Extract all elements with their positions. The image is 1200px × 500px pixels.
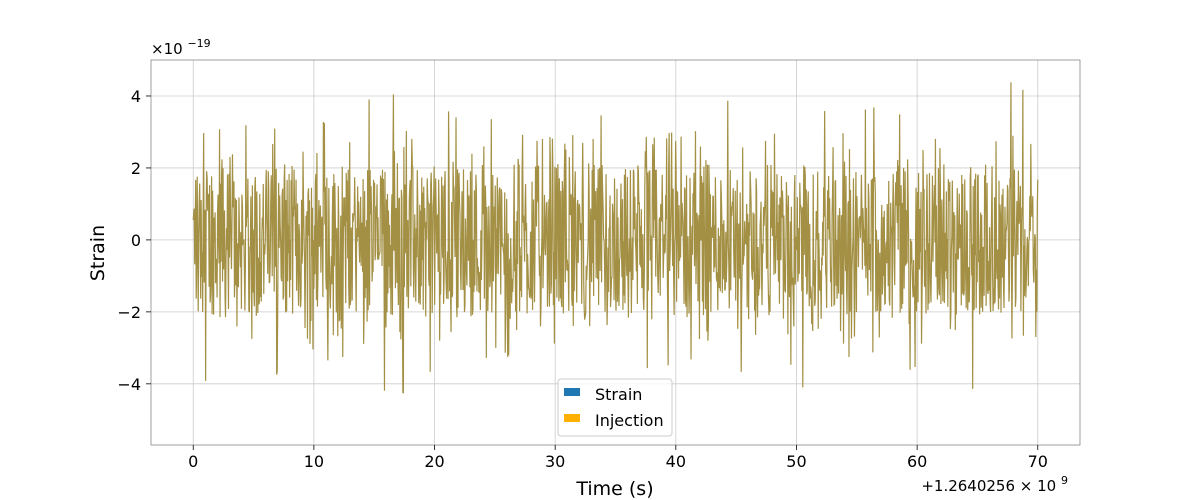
- x-tick-label: 50: [786, 452, 806, 471]
- x-tick-label: 30: [545, 452, 565, 471]
- x-tick-label: 0: [188, 452, 198, 471]
- strain-series-line: [192, 82, 1039, 394]
- x-tick-label: 10: [304, 452, 324, 471]
- y-tick-label: 4: [131, 87, 141, 106]
- y-axis-label: Strain: [87, 225, 109, 281]
- y-multiplier: ×10 −19: [151, 37, 211, 58]
- legend-swatch-injection: [564, 414, 580, 422]
- y-tick-label: 2: [131, 159, 141, 178]
- legend-label-strain: Strain: [595, 385, 642, 404]
- x-offset-base: +1.2640256 × 10: [921, 477, 1056, 495]
- series-layer: [192, 82, 1039, 394]
- x-axis-label: Time (s): [575, 478, 653, 500]
- x-offset-exponent: 9: [1061, 474, 1068, 487]
- axes-frame: [150, 59, 1081, 446]
- legend: Strain Injection: [557, 378, 673, 437]
- y-tick-label: −4: [117, 375, 141, 394]
- legend-box: [557, 378, 673, 437]
- svg-text:×10 −19: ×10 −19: [151, 37, 211, 58]
- x-tick-label: 40: [666, 452, 686, 471]
- y-tick-label: −2: [117, 303, 141, 322]
- y-axis-ticks: −4 −2 0 2 4: [117, 87, 151, 394]
- y-multiplier-base: ×10: [151, 40, 183, 58]
- x-axis-ticks: 0 10 20 30 40 50 60 70: [188, 445, 1048, 471]
- y-tick-label: 0: [131, 231, 141, 250]
- x-tick-label: 20: [424, 452, 444, 471]
- legend-label-injection: Injection: [595, 411, 664, 430]
- x-tick-label: 70: [1028, 452, 1048, 471]
- legend-swatch-strain: [564, 388, 580, 396]
- y-multiplier-exponent: −19: [187, 37, 210, 50]
- x-offset: +1.2640256 × 10 9: [921, 474, 1068, 495]
- svg-text:+1.2640256 × 10 9: +1.2640256 × 10 9: [921, 474, 1068, 495]
- x-tick-label: 60: [907, 452, 927, 471]
